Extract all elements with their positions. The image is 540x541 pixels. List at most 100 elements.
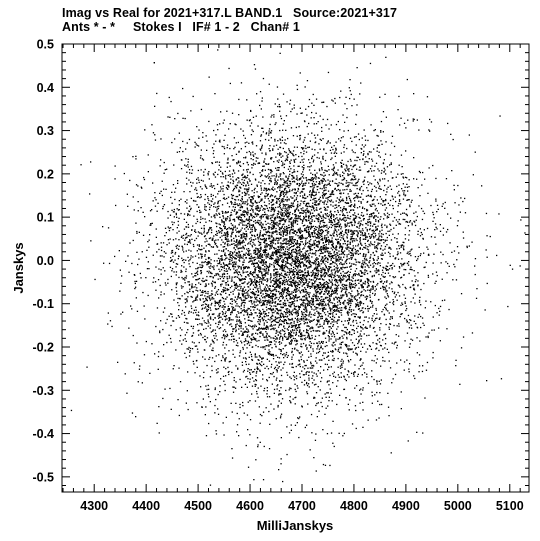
data-point xyxy=(280,316,282,318)
data-point xyxy=(259,200,262,202)
data-point xyxy=(241,237,243,239)
chart-subtitle: Ants * - * Stokes I IF# 1 - 2 Chan# 1 xyxy=(62,20,300,34)
data-point xyxy=(196,296,198,298)
data-point xyxy=(247,212,249,214)
data-point xyxy=(283,166,285,169)
data-point xyxy=(284,206,286,208)
data-point xyxy=(187,348,190,350)
data-point xyxy=(320,318,322,320)
data-point xyxy=(351,178,353,180)
data-point xyxy=(208,260,210,263)
data-point xyxy=(210,246,213,248)
data-point xyxy=(339,253,341,256)
data-point xyxy=(339,303,341,305)
data-point xyxy=(279,213,282,215)
data-point xyxy=(322,307,325,309)
data-point xyxy=(209,484,212,486)
data-point xyxy=(311,249,313,251)
data-point xyxy=(254,229,256,231)
data-point xyxy=(442,253,444,256)
data-point xyxy=(224,383,226,386)
data-point xyxy=(333,230,335,232)
data-point xyxy=(178,217,180,219)
data-point xyxy=(214,187,216,190)
data-point xyxy=(208,270,210,272)
data-point xyxy=(227,245,229,247)
data-point xyxy=(356,184,358,187)
data-point xyxy=(224,233,227,235)
data-point xyxy=(187,408,189,411)
data-point xyxy=(248,252,250,255)
data-point xyxy=(189,214,191,216)
data-point xyxy=(330,220,333,222)
data-point xyxy=(234,198,236,201)
data-point xyxy=(411,280,413,282)
data-point xyxy=(286,262,288,264)
data-point xyxy=(247,253,249,255)
data-point xyxy=(293,192,295,194)
data-point xyxy=(310,215,313,217)
data-point xyxy=(300,343,302,345)
data-point xyxy=(328,290,331,292)
data-point xyxy=(327,335,329,337)
data-point xyxy=(291,224,293,226)
data-point xyxy=(384,169,386,171)
data-point xyxy=(186,202,188,204)
data-point xyxy=(294,260,296,262)
data-point xyxy=(272,308,274,310)
data-point xyxy=(242,357,245,359)
data-point xyxy=(315,357,317,359)
data-point xyxy=(351,300,354,302)
data-point xyxy=(246,213,248,215)
data-point xyxy=(382,201,384,203)
data-point xyxy=(207,198,209,200)
data-point xyxy=(311,327,313,329)
data-point xyxy=(210,282,213,284)
data-point xyxy=(163,344,165,346)
data-point xyxy=(339,343,341,345)
data-point xyxy=(356,181,359,184)
data-point xyxy=(231,228,234,230)
data-point xyxy=(262,334,264,336)
data-point xyxy=(481,185,483,187)
data-point xyxy=(311,337,313,339)
data-point xyxy=(320,260,322,262)
data-point xyxy=(239,199,242,202)
data-point xyxy=(312,304,314,306)
data-point xyxy=(229,317,231,319)
data-point xyxy=(243,369,245,372)
data-point xyxy=(213,268,215,271)
data-point xyxy=(340,162,343,164)
data-point xyxy=(238,189,240,191)
data-point xyxy=(264,279,266,281)
data-point xyxy=(204,193,207,196)
data-point xyxy=(221,275,224,277)
data-point xyxy=(259,254,261,256)
data-point xyxy=(338,260,340,262)
data-point xyxy=(270,341,272,343)
data-point xyxy=(384,286,386,288)
data-point xyxy=(175,266,177,268)
data-point xyxy=(346,232,348,234)
data-point xyxy=(352,184,354,186)
data-point xyxy=(419,228,421,230)
data-point xyxy=(270,257,273,259)
data-point xyxy=(257,125,259,127)
data-point xyxy=(318,177,320,179)
data-point xyxy=(216,206,219,208)
data-point xyxy=(318,348,320,350)
data-point xyxy=(290,342,293,344)
data-point xyxy=(217,200,219,202)
data-point xyxy=(304,252,306,254)
data-point xyxy=(154,105,156,107)
data-point xyxy=(318,285,320,287)
data-point xyxy=(302,262,304,264)
data-point xyxy=(275,285,277,288)
data-point xyxy=(303,308,305,310)
data-point xyxy=(324,270,326,272)
data-point xyxy=(238,209,240,211)
data-point xyxy=(402,177,405,179)
data-point xyxy=(263,189,265,191)
data-point xyxy=(251,326,254,328)
data-point xyxy=(357,222,359,225)
